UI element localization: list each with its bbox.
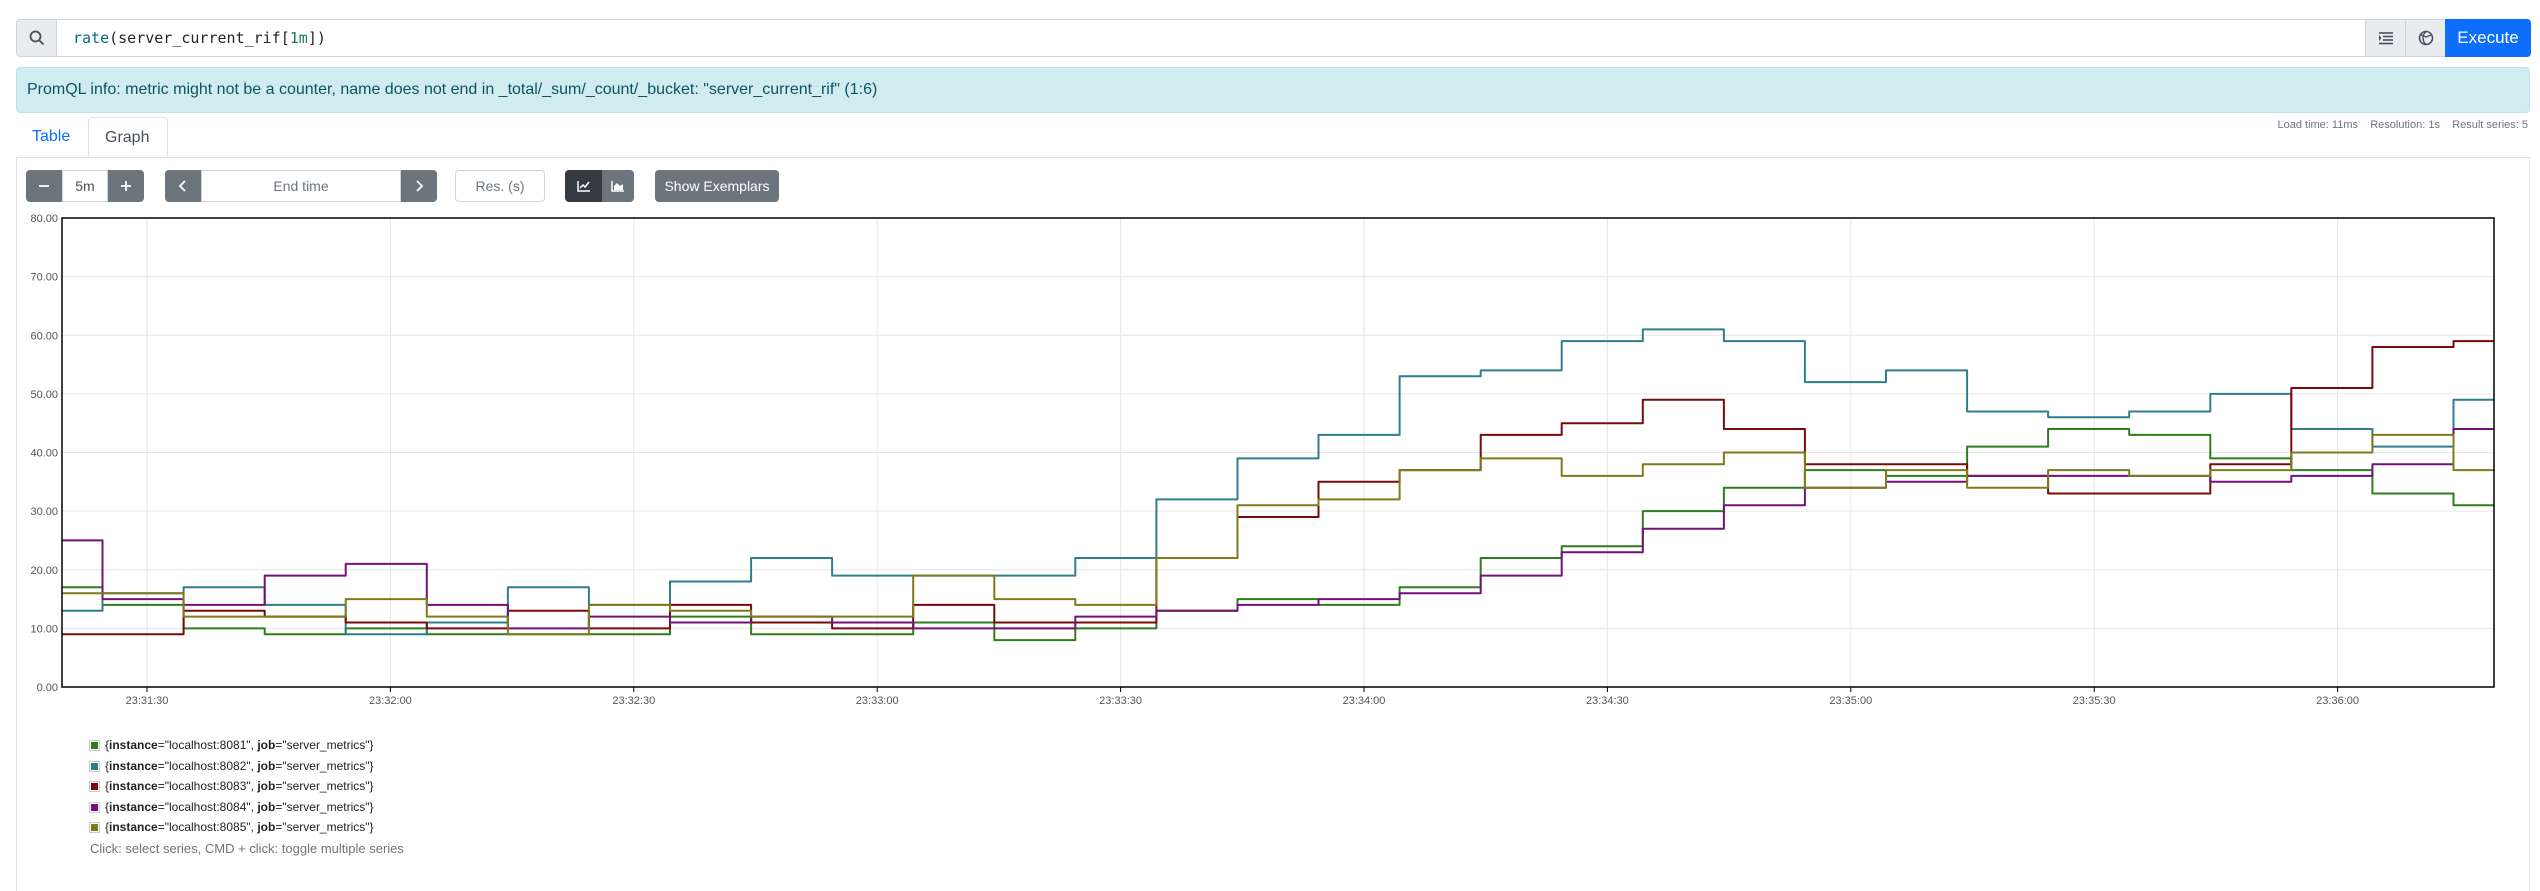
y-axis: 0.00 10.00 20.00 30.00 40.00 50.00 60.00 70.00 8… xyxy=(30,213,58,694)
resolution-input[interactable]: Res. (s) xyxy=(455,170,545,202)
legend-item[interactable]: {instance="localhost:8081", job="server_… xyxy=(89,735,374,756)
globe-button[interactable] xyxy=(2405,20,2445,56)
tab-graph[interactable]: Graph xyxy=(88,117,168,157)
series-line-3[interactable] xyxy=(62,340,2494,636)
end-time-input[interactable]: End time xyxy=(201,170,401,202)
legend-swatch xyxy=(89,740,100,751)
chart-series xyxy=(62,328,2494,642)
x-tick-label: 23:34:30 xyxy=(1586,695,1629,707)
tab-divider xyxy=(16,157,2530,158)
legend-swatch xyxy=(89,822,100,833)
x-tick-label: 23:31:30 xyxy=(126,695,169,707)
query-stats: Load time: 11ms Resolution: 1s Result se… xyxy=(2277,119,2528,131)
plot-frame xyxy=(61,217,2495,688)
legend-swatch xyxy=(89,760,100,772)
series-line-4[interactable] xyxy=(62,428,2494,630)
x-tick-label: 23:33:00 xyxy=(856,695,899,707)
x-tick-label: 23:35:30 xyxy=(2073,695,2116,707)
x-tick-label: 23:34:00 xyxy=(1343,695,1386,707)
x-tick-label: 23:35:00 xyxy=(1829,695,1872,707)
plus-icon xyxy=(121,181,131,191)
legend-item[interactable]: {instance="localhost:8082", job="server_… xyxy=(89,756,374,777)
x-axis: 23:31:30 23:32:00 23:32:30 23:33:00 23:33:30… xyxy=(126,687,2359,707)
legend-hint: Click: select series, CMD + click: toggl… xyxy=(90,841,404,856)
area-chart-icon xyxy=(611,181,624,192)
legend-item[interactable]: {instance="localhost:8083", job="server_… xyxy=(89,776,374,797)
previous-time-button[interactable] xyxy=(165,170,201,202)
panel-border-left xyxy=(16,157,17,891)
legend-item[interactable]: {instance="localhost:8085", job="server_… xyxy=(89,817,374,838)
next-time-button[interactable] xyxy=(401,170,437,202)
chevron-left-icon xyxy=(178,180,186,192)
y-tick-label: 50.00 xyxy=(30,389,58,401)
minus-icon xyxy=(39,185,49,187)
globe-icon xyxy=(2418,30,2433,46)
query-bar: rate(server_current_rif[1m]) Execute xyxy=(16,19,2531,57)
query-input[interactable]: rate(server_current_rif[1m]) xyxy=(73,29,326,47)
legend-item[interactable]: {instance="localhost:8084", job="server_… xyxy=(89,797,374,818)
chevron-right-icon xyxy=(416,180,424,192)
panel-border-right xyxy=(2529,157,2530,891)
y-tick-label: 30.00 xyxy=(30,506,58,518)
x-tick-label: 23:32:00 xyxy=(369,695,412,707)
increase-range-button[interactable] xyxy=(108,170,144,202)
x-tick-label: 23:32:30 xyxy=(612,695,655,707)
result-series: Result series: 5 xyxy=(2452,119,2528,131)
y-tick-label: 70.00 xyxy=(30,272,58,284)
y-tick-label: 80.00 xyxy=(30,213,58,225)
search-icon xyxy=(17,20,57,56)
x-tick-label: 23:36:00 xyxy=(2316,695,2359,707)
legend-swatch xyxy=(89,781,100,792)
tab-table[interactable]: Table xyxy=(32,128,71,145)
metrics-explorer-button[interactable] xyxy=(2365,20,2405,56)
line-chart-icon xyxy=(576,181,590,192)
graph-chart[interactable]: 0.00 10.00 20.00 30.00 40.00 50.00 60.00 70.00 8… xyxy=(0,205,2540,715)
list-icon xyxy=(2378,32,2393,45)
legend-swatch xyxy=(89,801,100,813)
y-tick-label: 10.00 xyxy=(30,623,58,635)
load-time: Load time: 11ms xyxy=(2277,119,2358,131)
show-exemplars-button[interactable]: Show Exemplars xyxy=(655,170,779,202)
range-input[interactable]: 5m xyxy=(62,170,108,202)
y-tick-label: 40.00 xyxy=(30,448,58,460)
decrease-range-button[interactable] xyxy=(26,170,62,202)
legend: {instance="localhost:8081", job="server_… xyxy=(89,735,374,838)
promql-info-alert: PromQL info: metric might not be a count… xyxy=(16,67,2530,113)
series-line-2[interactable] xyxy=(62,328,2494,636)
stacked-chart-button[interactable] xyxy=(602,170,634,202)
x-tick-label: 23:33:30 xyxy=(1099,695,1142,707)
unstacked-chart-button[interactable] xyxy=(565,170,602,202)
y-tick-label: 60.00 xyxy=(30,330,58,342)
series-line-5[interactable] xyxy=(62,433,2494,636)
y-tick-label: 0.00 xyxy=(37,682,58,694)
resolution: Resolution: 1s xyxy=(2370,119,2440,131)
y-tick-label: 20.00 xyxy=(30,565,58,577)
execute-button[interactable]: Execute xyxy=(2445,19,2531,57)
